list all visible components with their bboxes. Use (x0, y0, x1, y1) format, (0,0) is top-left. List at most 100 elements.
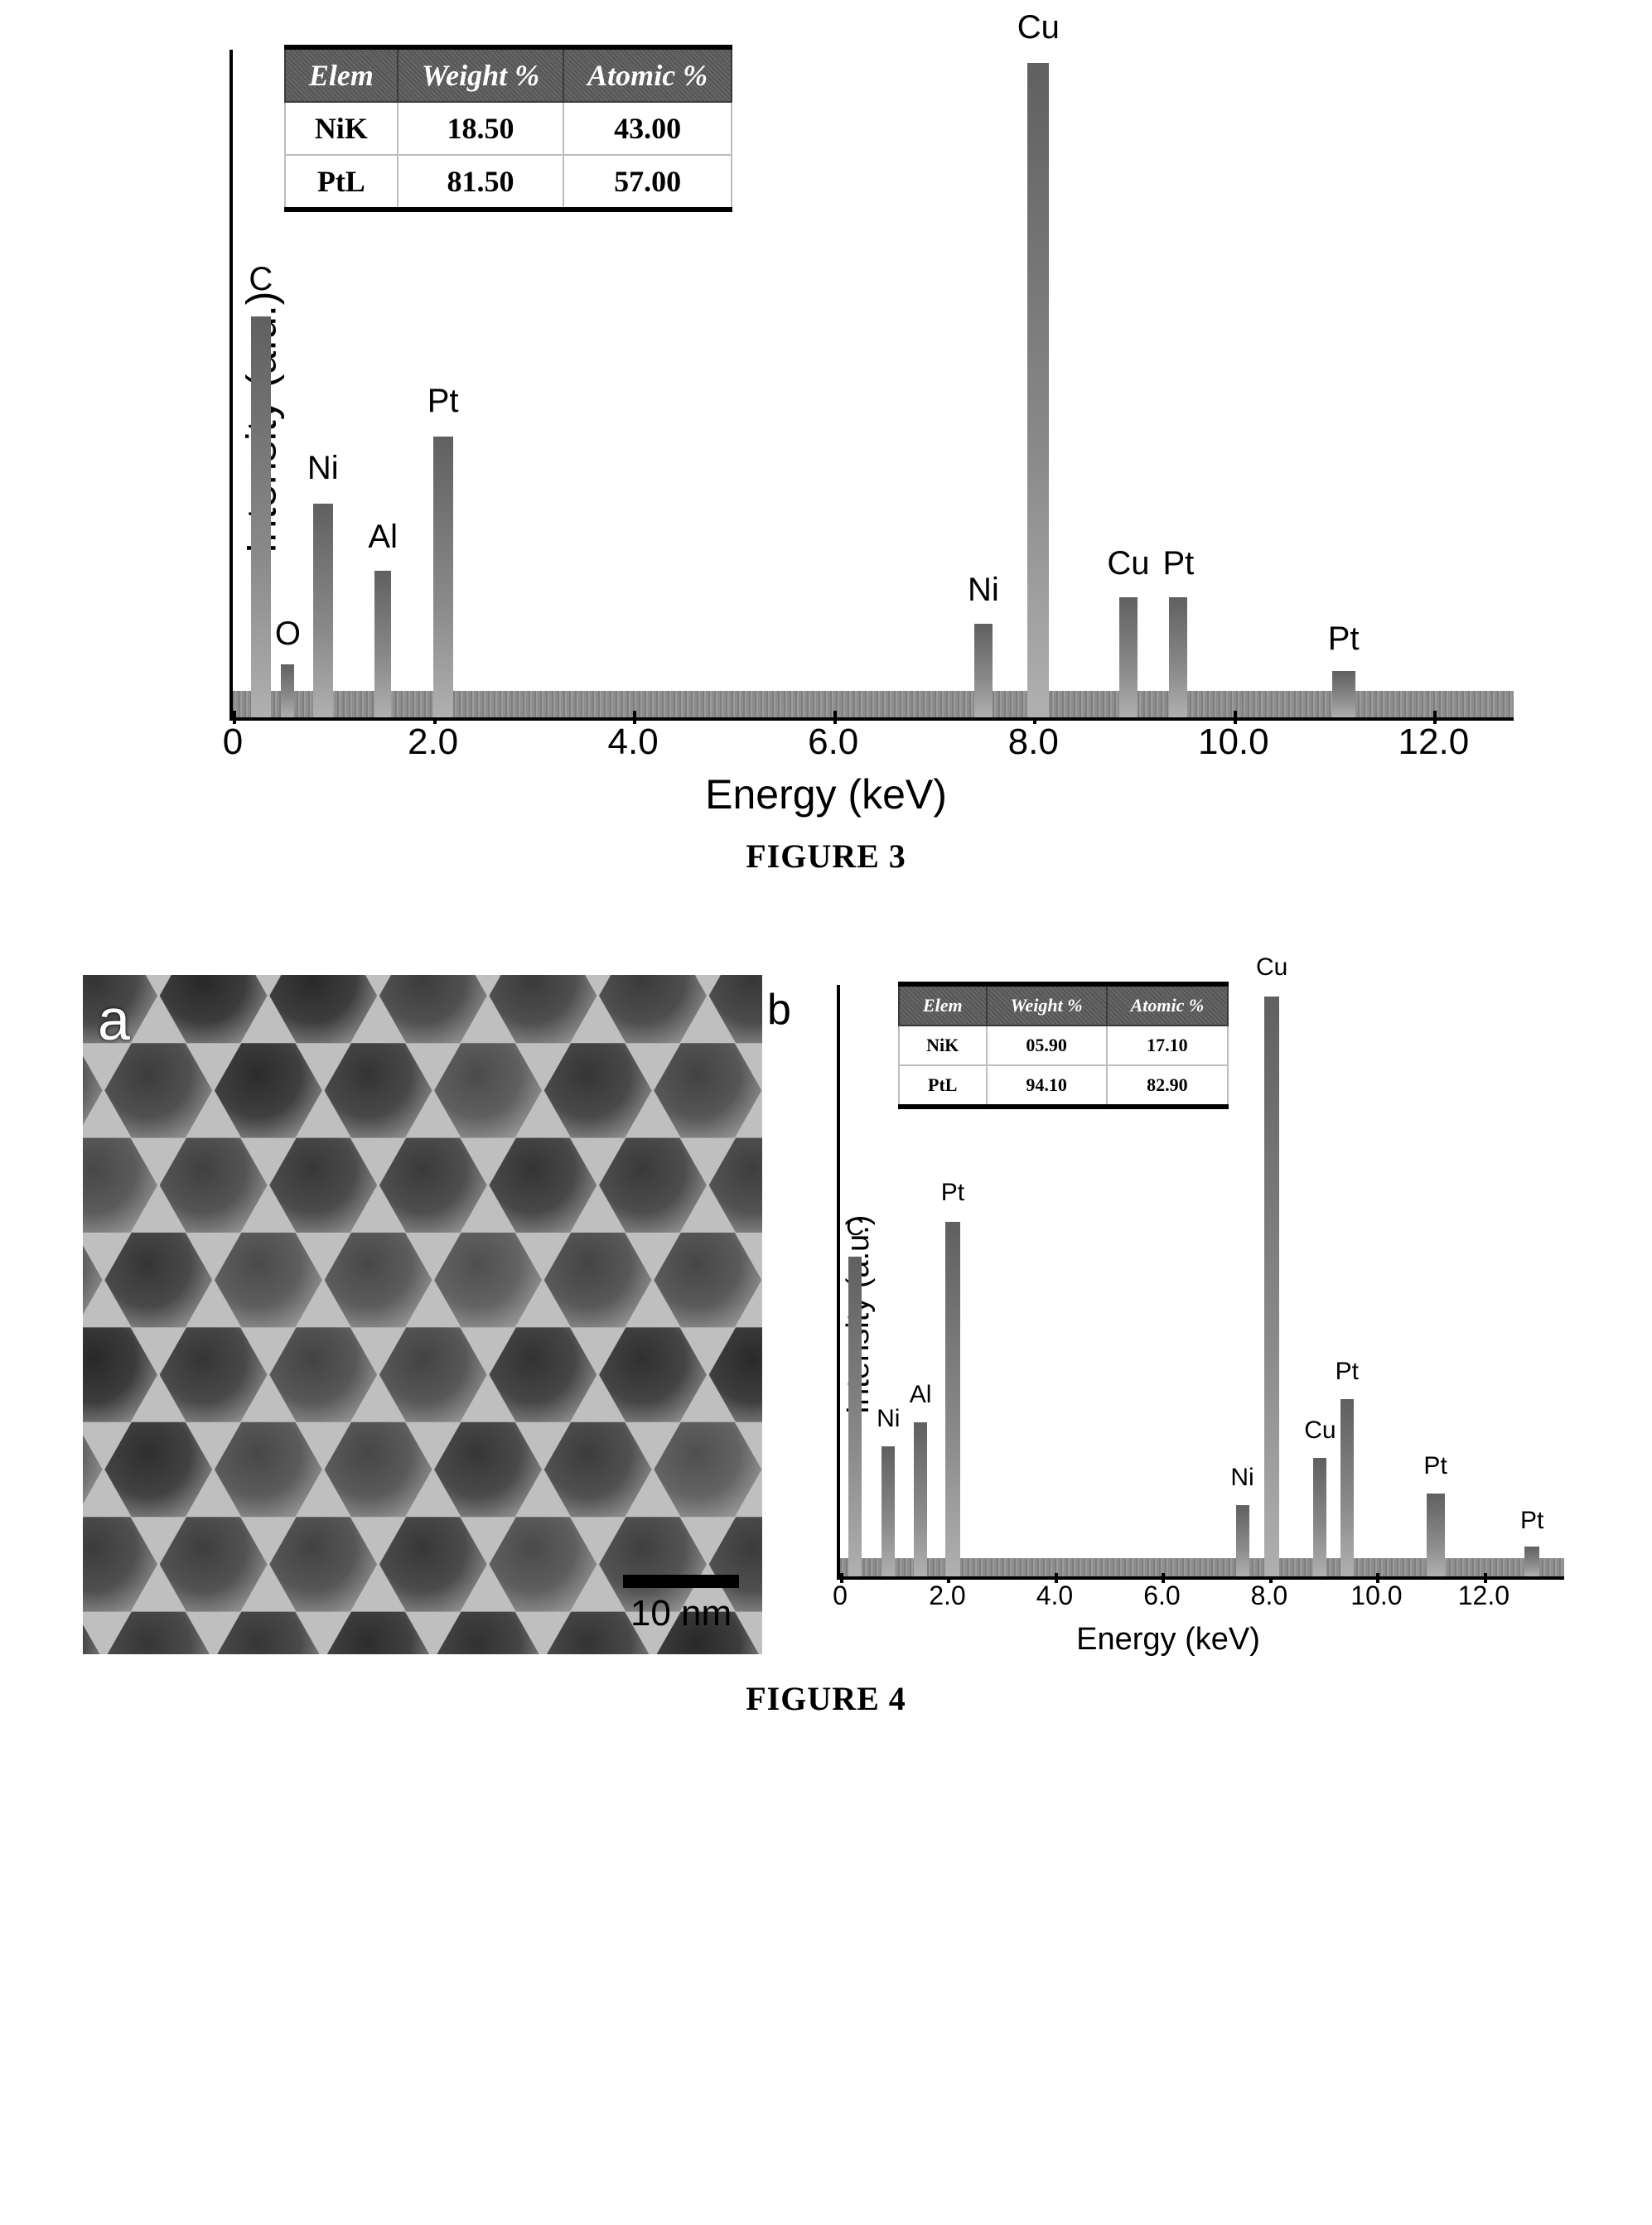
nanoparticle (654, 1226, 761, 1334)
nanoparticle (269, 1510, 377, 1618)
nanoparticle (379, 1132, 487, 1239)
spectrum-peak-label: Cu (1017, 9, 1060, 46)
table-header: Elem (899, 984, 987, 1026)
nanoparticle (160, 1132, 268, 1239)
fig4b-inset-table: ElemWeight %Atomic %NiK05.9017.10PtL94.1… (898, 982, 1229, 1109)
spectrum-peak-label: Al (368, 519, 398, 556)
spectrum-peak-label: Pt (1336, 1358, 1359, 1386)
spectrum-peak (251, 316, 271, 717)
nanoparticle (599, 975, 707, 1050)
spectrum-peak-label: Cu (1107, 545, 1149, 582)
fig3-chart: Intensity (a.u.) Energy (keV) ElemWeight… (122, 33, 1530, 812)
nanoparticle (83, 1605, 103, 1654)
table-cell: NiK (899, 1026, 987, 1065)
xtick-label: 10.0 (1350, 1581, 1402, 1611)
spectrum-peak (974, 624, 993, 717)
figure-4: a 10 nm b Intensity (a.u.) Energy (keV) … (83, 975, 1569, 1718)
nanoparticle (434, 1036, 542, 1144)
spectrum-peak (1119, 597, 1138, 717)
xtick-label: 8.0 (1251, 1581, 1287, 1611)
spectrum-peak (1427, 1494, 1445, 1576)
xtick-label: 8.0 (1008, 722, 1059, 763)
fig4a-letter: a (98, 987, 130, 1053)
table-cell: PtL (285, 155, 398, 210)
spectrum-peak-label: C (249, 261, 273, 298)
fig4-caption: FIGURE 4 (83, 1679, 1569, 1718)
nanoparticle (83, 1510, 157, 1618)
nanoparticle (160, 975, 268, 1050)
spectrum-peak-label: Pt (1423, 1452, 1447, 1480)
fig4b-letter: b (767, 985, 791, 1035)
spectrum-peak (1332, 671, 1355, 717)
spectrum-peak-label: C (846, 1214, 864, 1242)
fig3-xlabel: Energy (keV) (705, 770, 947, 818)
nanoparticle (325, 1036, 432, 1144)
fig3-caption: FIGURE 3 (83, 837, 1569, 876)
spectrum-peak-label: Pt (427, 383, 459, 420)
table-cell: 82.90 (1107, 1065, 1229, 1107)
table-cell: 18.50 (398, 102, 563, 155)
nanoparticle (215, 1036, 322, 1144)
spectrum-peak-label: Al (910, 1381, 932, 1409)
nanoparticle (215, 1416, 322, 1523)
table-header: Atomic % (1107, 984, 1229, 1026)
table-cell: 81.50 (398, 155, 563, 210)
spectrum-peak-label: Ni (307, 450, 339, 487)
spectrum-peak (1340, 1399, 1354, 1576)
xtick-label: 2.0 (929, 1581, 965, 1611)
nanoparticle (709, 1132, 762, 1239)
spectrum-peak-label: O (275, 615, 301, 653)
fig4b-plot-area: ElemWeight %Atomic %NiK05.9017.10PtL94.1… (837, 985, 1564, 1580)
table-row: PtL94.1082.90 (899, 1065, 1228, 1107)
spectrum-peak (1236, 1505, 1249, 1576)
table-cell: PtL (899, 1065, 987, 1107)
fig4-panel-a: a 10 nm (83, 975, 762, 1654)
nanoparticle (599, 1132, 707, 1239)
spectrum-peak (1027, 63, 1049, 717)
nanoparticle (83, 1226, 103, 1334)
nanoparticle (489, 1321, 597, 1429)
nanoparticle (104, 1605, 212, 1654)
nanoparticle (434, 1416, 542, 1523)
fig3-baseline (233, 691, 1514, 717)
spectrum-peak (1264, 997, 1279, 1576)
nanoparticle (269, 975, 377, 1050)
spectrum-peak (281, 664, 294, 717)
table-header: Elem (285, 47, 398, 102)
spectrum-peak (848, 1257, 862, 1576)
nanoparticle (544, 1036, 652, 1144)
nanoparticle (544, 1416, 652, 1523)
nanoparticle (325, 1416, 432, 1523)
nanoparticle (434, 1226, 542, 1334)
spectrum-peak-label: Pt (1328, 620, 1360, 658)
fig3-inset-table: ElemWeight %Atomic %NiK18.5043.00PtL81.5… (284, 45, 732, 212)
nanoparticle (269, 1132, 377, 1239)
nanoparticle (325, 1605, 432, 1654)
fig4b-xlabel: Energy (keV) (1076, 1622, 1260, 1658)
xtick-label: 6.0 (1143, 1581, 1180, 1611)
nanoparticle (83, 1321, 157, 1429)
nanoparticle (654, 1036, 761, 1144)
figure-3: Intensity (a.u.) Energy (keV) ElemWeight… (83, 33, 1569, 876)
spectrum-peak (313, 504, 333, 717)
nanoparticle (654, 1416, 761, 1523)
spectrum-peak (1169, 597, 1187, 717)
fig3-plot-area: ElemWeight %Atomic %NiK18.5043.00PtL81.5… (229, 50, 1514, 721)
table-cell: 05.90 (987, 1026, 1107, 1065)
xtick-label: 12.0 (1458, 1581, 1510, 1611)
nanoparticle (160, 1510, 268, 1618)
nanoparticle (379, 1321, 487, 1429)
nanoparticle (599, 1321, 707, 1429)
nanoparticle (160, 1321, 268, 1429)
xtick-label: 4.0 (608, 722, 659, 763)
xtick-label: 2.0 (408, 722, 458, 763)
spectrum-peak (433, 437, 453, 717)
spectrum-peak (914, 1422, 927, 1576)
nanoparticle (489, 975, 597, 1050)
nanoparticle (489, 1132, 597, 1239)
nanoparticle (83, 1132, 157, 1239)
scale-bar-label: 10 nm (623, 1593, 739, 1634)
table-row: PtL81.5057.00 (285, 155, 732, 210)
table-cell: 57.00 (563, 155, 732, 210)
nanoparticle (215, 1226, 322, 1334)
